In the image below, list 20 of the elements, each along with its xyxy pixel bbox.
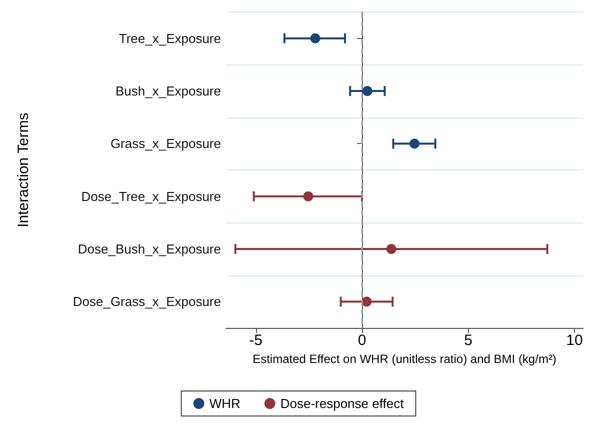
x-tick-label: 0 [358,332,366,349]
point [362,296,372,307]
point [310,33,320,44]
y-tick-label: Dose_Grass_x_Exposure [72,294,221,310]
point [362,86,372,96]
point [303,191,314,202]
y-tick-label: Dose_Tree_x_Exposure [81,188,221,204]
x-tick-label: 10 [566,332,583,349]
x-axis-title: Estimated Effect on WHR (unitless ratio) and BMI (kg/m²) [252,352,556,366]
y-tick-label: Grass_x_Exposure [110,136,221,152]
y-tick-label: Bush_x_Exposure [115,84,221,98]
point [410,138,420,149]
y-tick-label: Dose_Bush_x_Exposure [78,242,221,256]
x-tick-label: 5 [464,332,472,349]
x-tick-label: -5 [249,332,262,349]
y-axis-title: Interaction Terms [15,112,32,228]
legend-label: Dose-response effect [280,396,404,411]
y-tick-label: Tree_x_Exposure [118,30,221,46]
legend-label: WHR [209,396,240,411]
point [386,244,396,254]
